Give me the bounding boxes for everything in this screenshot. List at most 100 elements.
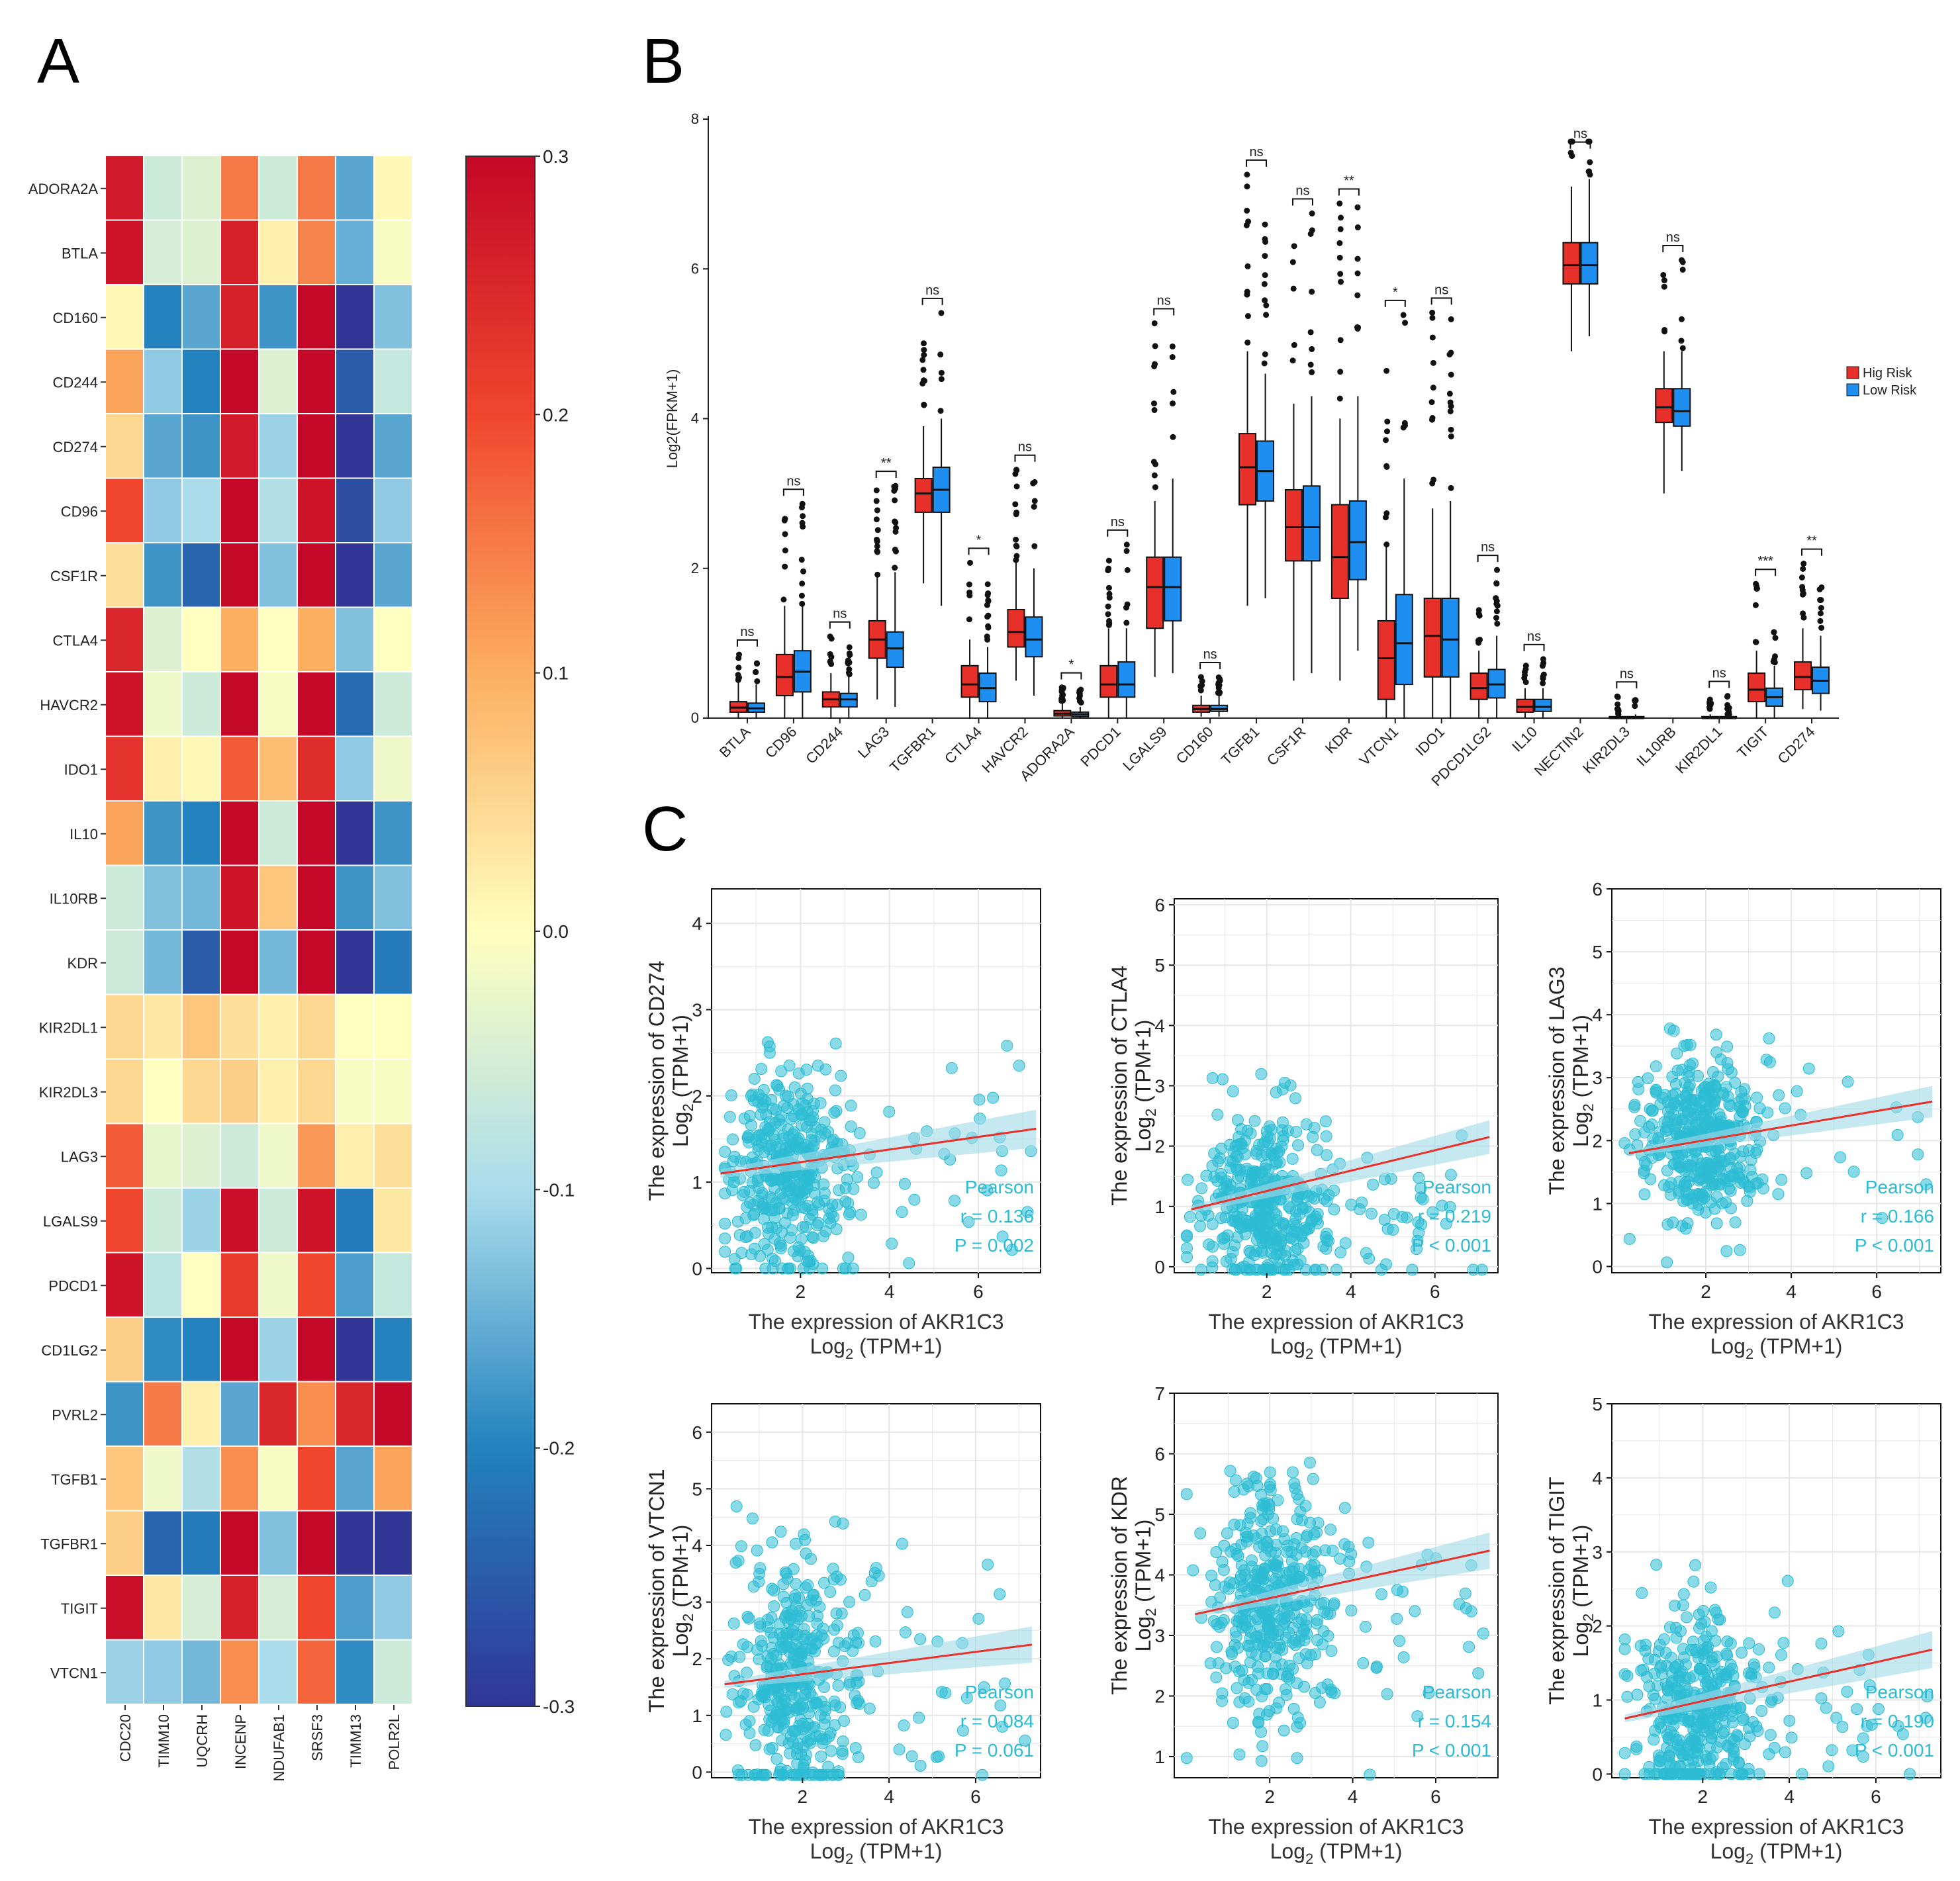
scatter-point: [1270, 1248, 1283, 1261]
boxplot-panel: 02468Log2(FPKM+1)nsBTLAnsCD96nsCD244**LA…: [664, 111, 1917, 790]
box-outlier: [1263, 312, 1270, 318]
box-outlier: [1817, 618, 1824, 624]
scatter-point: [776, 1643, 788, 1655]
scatter-point: [743, 1715, 756, 1727]
scatter-point: [1292, 1139, 1305, 1152]
heatmap-cell: [259, 1189, 297, 1252]
scatter-point: [1253, 1225, 1266, 1238]
heatmap-cell: [298, 866, 335, 929]
significance-label: **: [1344, 174, 1354, 189]
box-outlier: [1013, 483, 1020, 490]
box-outlier: [1123, 548, 1130, 555]
scatter-point: [1423, 1687, 1435, 1700]
box-outlier: [1800, 591, 1806, 598]
heatmap-row-label: BTLA: [62, 245, 98, 261]
scatter-x-label-sub: Log2 (TPM+1): [810, 1334, 943, 1362]
scatter-point: [1307, 1473, 1319, 1485]
scatter-point: [815, 1750, 827, 1763]
box-outlier: [966, 589, 973, 596]
scatter-point: [886, 1238, 898, 1250]
box-outlier: [1772, 653, 1779, 660]
scatter-point: [1637, 1663, 1650, 1676]
heatmap-cell: [298, 802, 335, 865]
scatter-point: [1785, 1731, 1798, 1744]
scatter-y-tick-label: 0: [692, 1258, 702, 1279]
significance-label: ns: [1481, 540, 1495, 555]
scatter-point: [957, 1724, 969, 1737]
scatter-point: [1233, 1748, 1246, 1761]
scatter-point: [1820, 1702, 1832, 1714]
heatmap-cell: [144, 1576, 181, 1639]
scatter-point: [1658, 1633, 1671, 1645]
heatmap-cell: [336, 156, 373, 220]
heatmap-cell: [298, 608, 335, 671]
scatter-point: [783, 1059, 796, 1072]
box-outlier: [736, 674, 743, 681]
scatter-point: [1385, 1172, 1397, 1185]
heatmap-cell: [375, 414, 412, 478]
heatmap-cell: [375, 995, 412, 1058]
scatter-y-label-unit: (TPM+1): [669, 1525, 692, 1614]
scatter-y-tick-label: 5: [1592, 1394, 1603, 1414]
scatter-point: [1216, 1073, 1229, 1085]
box-outlier: [1400, 312, 1407, 318]
scatter-point: [994, 1699, 1007, 1712]
box-outlier: [1383, 510, 1390, 517]
significance-bracket: [736, 639, 758, 647]
scatter-point: [1763, 1661, 1775, 1674]
scatter-point: [1413, 1171, 1425, 1184]
heatmap-cell: [375, 1124, 412, 1187]
scatter-point: [1695, 1162, 1707, 1174]
box-outlier: [984, 581, 991, 588]
scatter-point: [1706, 1651, 1719, 1664]
heatmap-row-label: CTLA4: [53, 632, 98, 649]
heatmap-cell: [106, 1382, 143, 1445]
box-outlier: [892, 565, 898, 571]
scatter-point: [1216, 1694, 1229, 1707]
scatter-point: [1857, 1751, 1869, 1763]
box-outlier: [1338, 279, 1344, 285]
box-outlier: [798, 504, 805, 511]
heatmap-col-label: CDC20: [117, 1714, 134, 1762]
box-outlier: [1661, 277, 1667, 284]
scatter-point: [1181, 1230, 1193, 1243]
scatter-point: [1242, 1216, 1255, 1228]
scatter-point: [898, 1720, 910, 1732]
boxplot-y-tick-label: 8: [691, 111, 699, 127]
colorbar-tick-label: -0.1: [543, 1179, 575, 1200]
scatter-point: [1872, 1703, 1885, 1716]
heatmap-cell: [259, 931, 297, 994]
scatter-y-label-unit: (TPM+1): [1131, 1520, 1155, 1608]
scatter-point: [1648, 1733, 1660, 1746]
scatter-point: [1733, 1757, 1746, 1770]
heatmap-cell: [375, 1318, 412, 1381]
scatter-x-label-log: Log: [810, 1839, 845, 1863]
box-outlier: [1614, 693, 1620, 700]
scatter-confidence-band: [720, 1109, 1037, 1178]
box-outlier: [1124, 601, 1131, 608]
scatter-point: [1680, 1611, 1693, 1624]
scatter-point: [1180, 1488, 1193, 1500]
scatter-point: [792, 1067, 805, 1079]
scatter-point: [1272, 1494, 1284, 1506]
heatmap-cell: [221, 866, 258, 929]
scatter-point: [1779, 1746, 1792, 1759]
scatter-x-tick-label: 4: [1786, 1281, 1797, 1302]
significance-bracket: [1430, 297, 1452, 305]
heatmap-cell: [183, 802, 220, 865]
scatter-point: [1290, 1126, 1303, 1138]
scatter-point: [784, 1232, 796, 1244]
scatter-point: [743, 1612, 755, 1625]
scatter-x-label-log: Log: [1710, 1839, 1746, 1863]
significance-bracket: [1708, 680, 1730, 688]
scatter-y-tick-label: 2: [1592, 1130, 1603, 1151]
box-outlier: [847, 652, 853, 659]
scatter-point: [732, 1696, 745, 1709]
heatmap-cell: [106, 1640, 143, 1704]
scatter-point: [1240, 1536, 1253, 1548]
heatmap-cell: [221, 1253, 258, 1316]
heatmap-cell: [375, 220, 412, 284]
heatmap-cell: [259, 1576, 297, 1639]
box-outlier: [1816, 586, 1823, 592]
heatmap-cell: [298, 1253, 335, 1316]
